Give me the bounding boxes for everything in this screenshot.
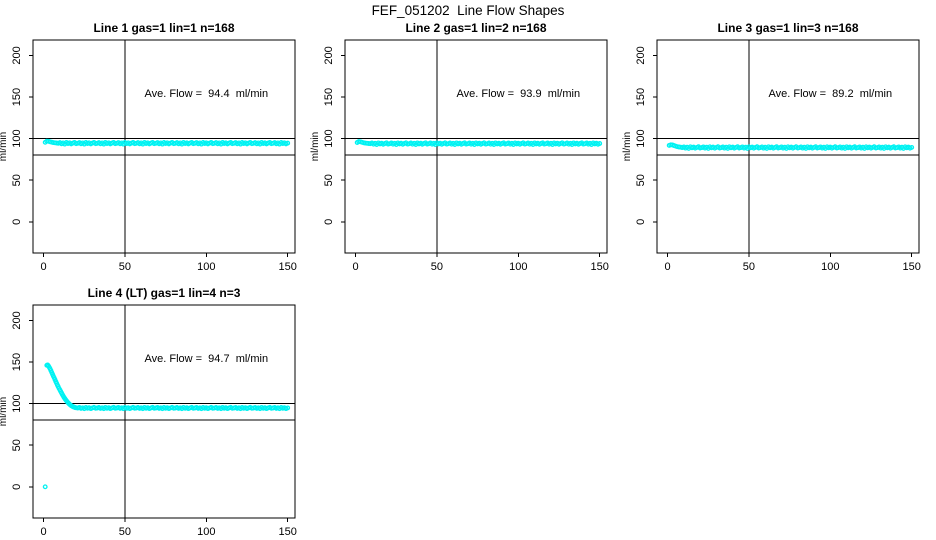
x-tick-label: 0: [353, 261, 359, 273]
plot-box: [344, 39, 608, 254]
y-tick-label: 50: [323, 174, 335, 186]
panel-title: Line 1 gas=1 lin=1 n=168: [93, 21, 234, 35]
y-tick-label: 100: [11, 394, 23, 412]
x-tick-label: 150: [903, 261, 921, 273]
x-tick-label: 150: [591, 261, 609, 273]
y-tick-label: 100: [11, 129, 23, 147]
y-tick-label: 150: [11, 353, 23, 371]
panel-annotation: Ave. Flow = 89.2 ml/min: [768, 88, 892, 100]
panel-2: 0 50 100 150 0 50 100 150 200 ml/min Line 2 gas=1 …: [310, 21, 609, 273]
x-tick-label: 50: [119, 526, 131, 538]
x-tick-label: 0: [665, 261, 671, 273]
y-tick-label: 200: [11, 311, 23, 329]
x-tick-label: 100: [197, 261, 215, 273]
x-tick-label: 100: [821, 261, 839, 273]
data-points: [42, 138, 291, 147]
y-tick-label: 0: [635, 219, 647, 225]
panel-annotation: Ave. Flow = 93.9 ml/min: [456, 88, 580, 100]
x-tick-label: 100: [197, 526, 215, 538]
y-tick-label: 0: [323, 219, 335, 225]
panel-annotation: Ave. Flow = 94.7 ml/min: [144, 353, 268, 365]
y-tick-label: 0: [11, 219, 23, 225]
data-point: [42, 484, 48, 490]
data-point: [909, 144, 915, 150]
x-tick-label: 0: [41, 261, 47, 273]
y-tick-label: 100: [635, 129, 647, 147]
panel-title: Line 2 gas=1 lin=2 n=168: [405, 21, 546, 35]
x-tick-label: 50: [743, 261, 755, 273]
chart-main-title: FEF_051202 Line Flow Shapes: [371, 3, 565, 18]
panel-3: 0 50 100 150 0 50 100 150 200 ml/min Line 3 gas=1 …: [622, 21, 921, 273]
x-tick-label: 150: [279, 526, 297, 538]
data-point: [597, 141, 603, 146]
data-points: [354, 139, 603, 147]
x-tick-label: 50: [119, 261, 131, 273]
y-tick-label: 0: [11, 484, 23, 490]
x-tick-label: 50: [431, 261, 443, 273]
y-axis-label: ml/min: [0, 397, 9, 426]
y-tick-label: 200: [635, 46, 647, 64]
plot-box: [32, 39, 296, 254]
y-tick-label: 50: [11, 439, 23, 451]
data-points: [666, 142, 915, 151]
panel-annotation: Ave. Flow = 94.4 ml/min: [144, 88, 268, 100]
panel-title: Line 4 (LT) gas=1 lin=4 n=3: [88, 286, 241, 300]
x-tick-label: 0: [41, 526, 47, 538]
y-tick-label: 200: [323, 46, 335, 64]
data-points: [42, 362, 291, 490]
y-axis-label: ml/min: [310, 132, 321, 161]
y-tick-label: 200: [11, 46, 23, 64]
panel-1: 0 50 100 150 0 50 100 150 200 ml/min Line 1 gas=1 …: [0, 21, 297, 273]
y-tick-label: 100: [323, 129, 335, 147]
y-axis-label: ml/min: [622, 132, 633, 161]
y-tick-label: 150: [11, 88, 23, 106]
x-tick-label: 100: [509, 261, 527, 273]
data-point: [285, 140, 291, 146]
x-tick-label: 150: [279, 261, 297, 273]
panel-title: Line 3 gas=1 lin=3 n=168: [717, 21, 858, 35]
plot-box: [656, 39, 920, 254]
data-point: [285, 405, 291, 411]
y-tick-label: 50: [11, 174, 23, 186]
plot-box: [32, 304, 296, 519]
y-tick-label: 150: [323, 88, 335, 106]
y-axis-label: ml/min: [0, 132, 9, 161]
panel-4: 0 50 100 150 0 50 100 150 200 ml/min Line 4 (LT) g…: [0, 286, 297, 538]
y-tick-label: 150: [635, 88, 647, 106]
y-tick-label: 50: [635, 174, 647, 186]
